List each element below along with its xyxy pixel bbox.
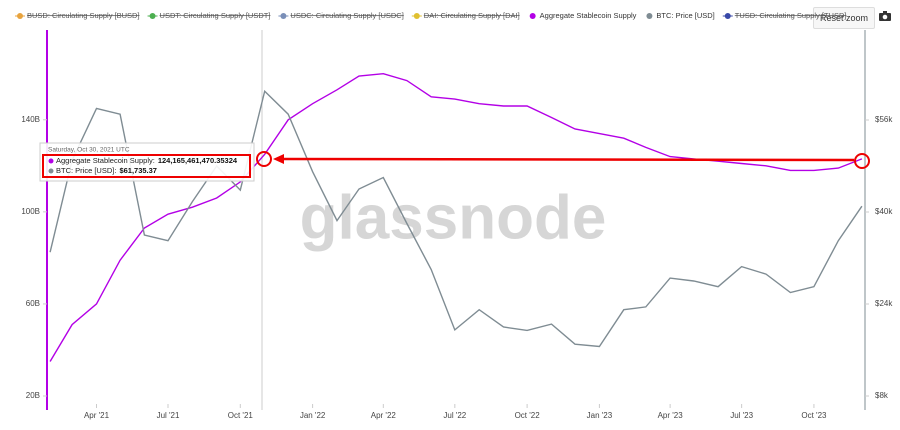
legend-entry[interactable]: Aggregate Stablecoin Supply bbox=[540, 11, 637, 20]
annotation-circle bbox=[854, 153, 870, 169]
tooltip-label: Aggregate Stablecoin Supply: bbox=[56, 156, 155, 165]
tooltip-box bbox=[39, 142, 255, 182]
y-tick-label: 60B bbox=[26, 299, 40, 308]
y-tick-label: 100B bbox=[21, 207, 40, 216]
reset-zoom-button[interactable]: Reset zoom bbox=[813, 7, 875, 29]
x-tick-label: Apr '23 bbox=[658, 411, 684, 420]
x-tick-label: Jul '22 bbox=[443, 411, 466, 420]
annotation-circle bbox=[256, 151, 272, 167]
legend-marker bbox=[529, 13, 536, 19]
x-tick-label: Jan '22 bbox=[300, 411, 326, 420]
y2-tick-label: $24k bbox=[875, 299, 893, 308]
x-tick-label: Jul '23 bbox=[730, 411, 753, 420]
y2-tick-label: $56k bbox=[875, 115, 893, 124]
y-tick-label: 20B bbox=[26, 391, 40, 400]
legend-entry[interactable]: USDC: Circulating Supply [USDC] bbox=[290, 11, 403, 20]
watermark: glassnode bbox=[300, 183, 607, 252]
x-tick-label: Jul '21 bbox=[157, 411, 180, 420]
legend-entry[interactable]: USDT: Circulating Supply [USDT] bbox=[160, 11, 271, 20]
legend-marker bbox=[17, 13, 23, 19]
tooltip-highlight bbox=[42, 154, 251, 178]
x-tick-label: Oct '21 bbox=[228, 411, 254, 420]
tooltip-marker bbox=[48, 168, 54, 174]
annotation-arrowhead bbox=[273, 154, 284, 164]
y2-tick-label: $8k bbox=[875, 391, 889, 400]
x-tick-label: Apr '21 bbox=[84, 411, 110, 420]
x-tick-label: Apr '22 bbox=[371, 411, 397, 420]
legend-marker bbox=[724, 13, 731, 19]
x-tick-label: Jan '23 bbox=[587, 411, 613, 420]
legend-marker bbox=[280, 13, 287, 19]
tooltip-label: BTC: Price [USD]: bbox=[56, 166, 116, 175]
tooltip-title: Saturday, Oct 30, 2021 UTC bbox=[48, 147, 130, 154]
x-tick-label: Oct '22 bbox=[515, 411, 541, 420]
legend-entry[interactable]: DAI: Circulating Supply [DAI] bbox=[424, 11, 520, 20]
legend-entry[interactable]: BUSD: Circulating Supply [BUSD] bbox=[27, 11, 140, 20]
y2-tick-label: $40k bbox=[875, 207, 893, 216]
legend-entry[interactable]: BTC: Price [USD] bbox=[656, 11, 714, 20]
tooltip-value: 124,165,461,470.35324 bbox=[158, 156, 238, 165]
tooltip-marker bbox=[48, 158, 54, 164]
camera-icon[interactable] bbox=[878, 9, 892, 23]
legend-marker bbox=[149, 13, 156, 19]
legend-marker bbox=[646, 13, 653, 19]
x-tick-label: Oct '23 bbox=[801, 411, 827, 420]
legend-marker bbox=[413, 13, 420, 19]
tooltip-value: $61,735.37 bbox=[119, 166, 157, 175]
series-line bbox=[49, 72, 863, 362]
y-tick-label: 140B bbox=[21, 115, 40, 124]
series-line bbox=[49, 89, 863, 348]
annotation-arrow bbox=[279, 157, 855, 162]
